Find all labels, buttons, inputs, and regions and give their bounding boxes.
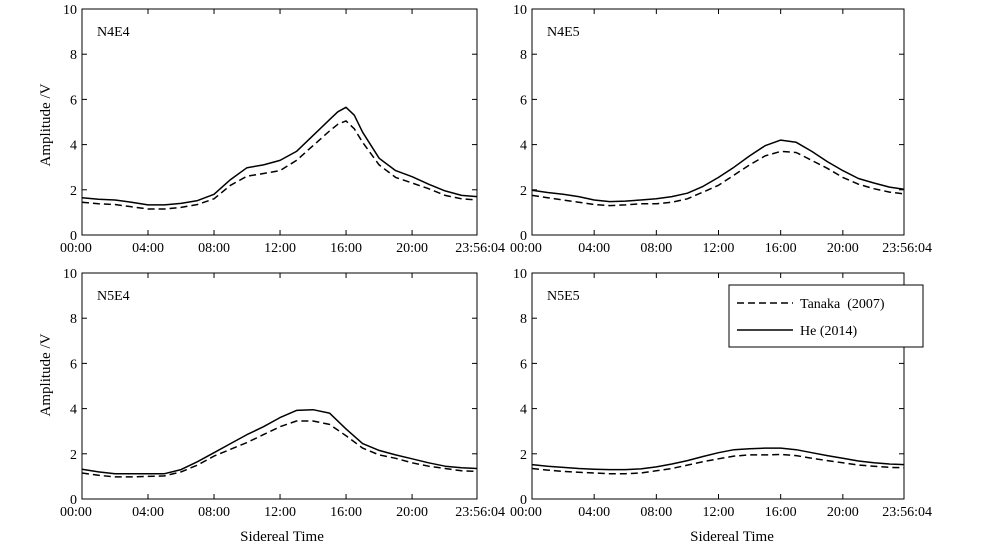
x-tick-label: 12:00 bbox=[703, 505, 735, 520]
panel-n4e4: 0 2 4 6 8 10 00:00 04:00 08:00 12:00 16:00 20:00 23:… bbox=[60, 3, 505, 256]
panel-n5e4: 0 2 4 6 8 10 00:00 04:00 08:00 12:00 16:00 20:00 23:… bbox=[60, 267, 505, 520]
y-tick-label: 10 bbox=[63, 267, 77, 282]
y-tick-label: 6 bbox=[520, 357, 527, 372]
y-tick-label: 0 bbox=[520, 493, 527, 508]
x-axis-label-right: Sidereal Time bbox=[690, 529, 774, 545]
panel-title: N5E4 bbox=[97, 289, 130, 304]
x-tick-label: 04:00 bbox=[578, 241, 610, 256]
legend-box bbox=[728, 284, 924, 348]
y-tick-label: 10 bbox=[513, 267, 527, 282]
series-line-tanaka bbox=[531, 453, 905, 475]
x-tick-label: 16:00 bbox=[765, 505, 797, 520]
series-line-he bbox=[81, 106, 478, 206]
y-tick-label: 0 bbox=[70, 229, 77, 244]
y-tick-label: 4 bbox=[70, 403, 77, 418]
panel-title: N5E5 bbox=[547, 289, 580, 304]
legend-label-tanaka: Tanaka (2007) bbox=[800, 297, 885, 312]
x-tick-label: 16:00 bbox=[330, 241, 362, 256]
legend: Tanaka (2007) He (2014) bbox=[728, 284, 924, 348]
y-tick-label: 2 bbox=[520, 184, 527, 199]
x-tick-label: 04:00 bbox=[578, 505, 610, 520]
x-tick-label: 20:00 bbox=[396, 505, 428, 520]
plot-frame bbox=[531, 272, 905, 500]
x-tick-label: 23:56:04 bbox=[455, 505, 505, 520]
y-tick-label: 8 bbox=[520, 312, 527, 327]
y-tick-label: 4 bbox=[520, 403, 527, 418]
x-tick-label: 16:00 bbox=[765, 241, 797, 256]
x-tick-label: 08:00 bbox=[640, 505, 672, 520]
x-tick-label: 20:00 bbox=[827, 241, 859, 256]
x-tick-label: 12:00 bbox=[264, 505, 296, 520]
panel-n5e5: 0 2 4 6 8 10 00:00 04:00 08:00 12:00 16:00 20:00 23:… bbox=[510, 267, 932, 520]
x-tick-label: 00:00 bbox=[510, 241, 542, 256]
plot-frame bbox=[81, 8, 478, 236]
series-line-tanaka bbox=[81, 420, 478, 478]
x-axis-label-left: Sidereal Time bbox=[240, 529, 324, 545]
x-tick-label: 12:00 bbox=[264, 241, 296, 256]
x-tick-label: 04:00 bbox=[132, 241, 164, 256]
y-tick-label: 4 bbox=[520, 139, 527, 154]
y-tick-label: 10 bbox=[513, 3, 527, 18]
y-tick-label: 0 bbox=[70, 493, 77, 508]
series-line-tanaka bbox=[81, 120, 478, 210]
y-tick-label: 8 bbox=[70, 48, 77, 63]
plot-frame bbox=[531, 8, 905, 236]
series-line-he bbox=[81, 408, 478, 475]
x-tick-label: 23:56:04 bbox=[882, 241, 932, 256]
y-tick-label: 2 bbox=[70, 448, 77, 463]
x-tick-label: 08:00 bbox=[198, 241, 230, 256]
y-axis-label-bottom: Amplitude /V bbox=[38, 333, 54, 416]
y-tick-label: 0 bbox=[520, 229, 527, 244]
y-tick-label: 8 bbox=[70, 312, 77, 327]
legend-label-he: He (2014) bbox=[800, 324, 857, 339]
series-line-he bbox=[531, 139, 905, 203]
y-tick-label: 2 bbox=[70, 184, 77, 199]
x-tick-label: 00:00 bbox=[60, 241, 92, 256]
x-tick-label: 12:00 bbox=[703, 241, 735, 256]
x-tick-label: 08:00 bbox=[640, 241, 672, 256]
series-line-he bbox=[531, 447, 905, 471]
y-tick-label: 2 bbox=[520, 448, 527, 463]
x-tick-label: 04:00 bbox=[132, 505, 164, 520]
x-tick-label: 08:00 bbox=[198, 505, 230, 520]
y-tick-label: 6 bbox=[70, 357, 77, 372]
y-tick-label: 4 bbox=[70, 139, 77, 154]
panel-n4e5: 0 2 4 6 8 10 00:00 04:00 08:00 12:00 16:00 20:00 23:… bbox=[510, 3, 932, 256]
plot-frame bbox=[81, 272, 478, 500]
y-tick-label: 8 bbox=[520, 48, 527, 63]
y-tick-label: 6 bbox=[70, 93, 77, 108]
panel-title: N4E4 bbox=[97, 25, 130, 40]
x-tick-label: 00:00 bbox=[60, 505, 92, 520]
x-tick-label: 20:00 bbox=[396, 241, 428, 256]
x-tick-label: 23:56:04 bbox=[882, 505, 932, 520]
x-tick-label: 00:00 bbox=[510, 505, 542, 520]
y-tick-label: 6 bbox=[520, 93, 527, 108]
panel-title: N4E5 bbox=[547, 25, 580, 40]
y-tick-label: 10 bbox=[63, 3, 77, 18]
series-line-tanaka bbox=[531, 150, 905, 207]
x-tick-label: 23:56:04 bbox=[455, 241, 505, 256]
x-tick-label: 20:00 bbox=[827, 505, 859, 520]
y-axis-label-top: Amplitude /V bbox=[38, 83, 54, 166]
x-tick-label: 16:00 bbox=[330, 505, 362, 520]
